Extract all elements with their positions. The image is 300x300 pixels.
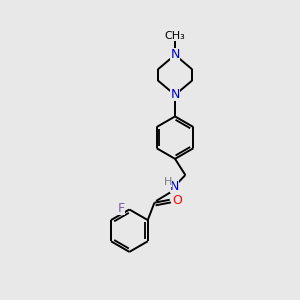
Text: N: N	[170, 180, 179, 193]
Text: N: N	[170, 88, 180, 101]
Text: O: O	[172, 194, 182, 207]
Text: N: N	[170, 48, 180, 62]
Text: H: H	[164, 176, 172, 187]
Text: F: F	[118, 202, 125, 214]
Text: CH₃: CH₃	[165, 31, 185, 41]
